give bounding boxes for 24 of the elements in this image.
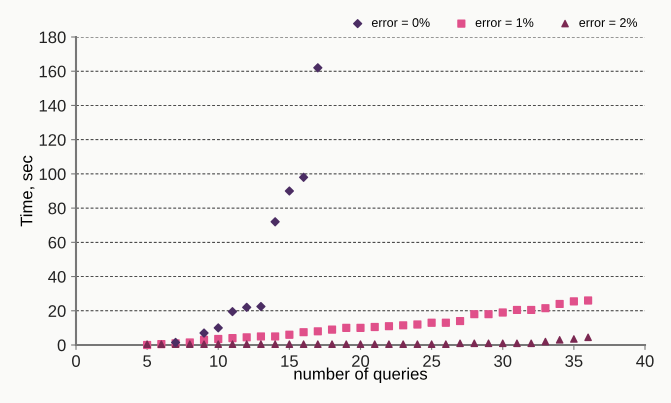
y-tick-label: 180	[40, 31, 66, 44]
x-tick-label: 20	[352, 355, 370, 367]
x-tick-label: 10	[210, 355, 227, 367]
y-tick-label: 20	[48, 305, 66, 317]
x-tick-label: 15	[281, 355, 298, 367]
y-tick-label: 120	[40, 134, 66, 146]
x-tick-label: 0	[72, 355, 80, 367]
y-tick-label: 80	[48, 202, 66, 214]
y-tick-label: 140	[40, 100, 66, 112]
y-tick-label: 0	[58, 339, 66, 352]
legend-label: error = 2%	[579, 18, 638, 28]
legend-label: error = 0%	[372, 18, 430, 28]
y-tick-label: 100	[40, 168, 66, 180]
x-axis-title: number of queries	[294, 367, 428, 384]
x-tick-label: 25	[423, 355, 440, 367]
y-tick-label: 160	[40, 66, 66, 78]
y-tick-label: 60	[48, 236, 66, 249]
x-tick-label: 30	[494, 355, 512, 367]
x-tick-label: 40	[636, 355, 654, 367]
x-tick-label: 5	[143, 355, 152, 367]
y-axis-title: Time, sec	[20, 156, 34, 226]
x-tick-label: 35	[565, 355, 582, 367]
legend-label: error = 1%	[476, 18, 534, 28]
y-tick-label: 40	[48, 270, 66, 283]
